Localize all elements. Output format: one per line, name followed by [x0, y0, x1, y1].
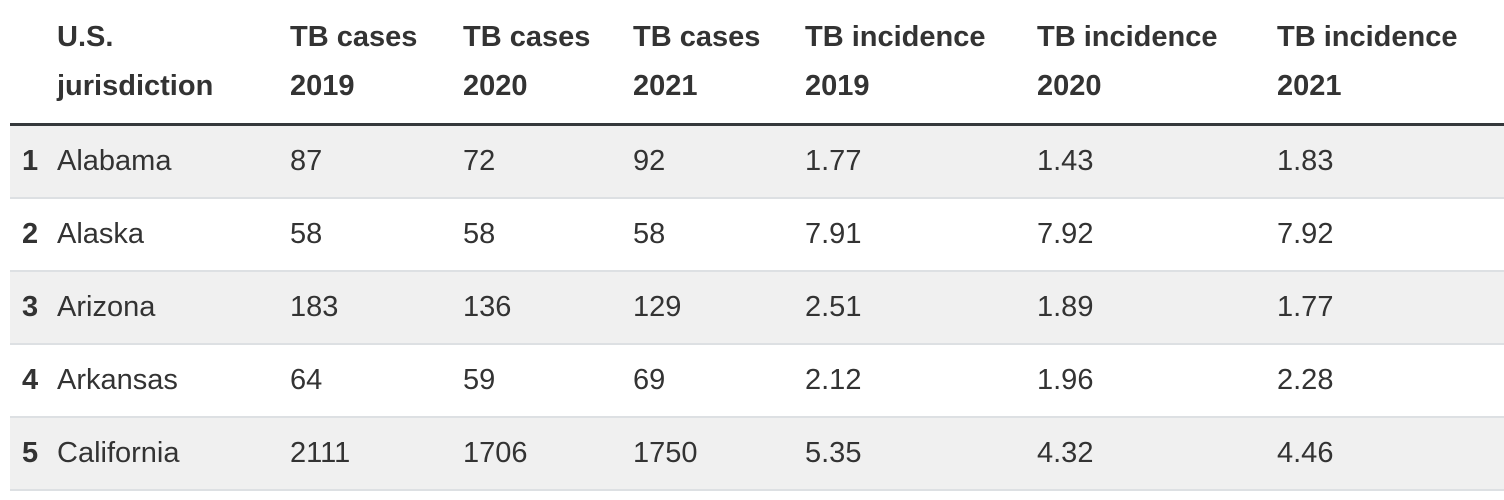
value-cell: 1.43 [1025, 124, 1265, 199]
header-label-line2: 2020 [463, 70, 528, 102]
value-cell: 69 [621, 344, 793, 418]
value-cell: 1706 [451, 417, 621, 491]
value-cell: 72 [451, 124, 621, 199]
jurisdiction-cell: California [45, 417, 278, 491]
header-label-line2: 2019 [290, 70, 355, 102]
table-row: 3 Arizona 183 136 129 2.51 1.89 1.77 [10, 271, 1504, 345]
value-cell: 64 [278, 344, 451, 418]
header-cell-tb-cases-2019: TB cases 2019 [278, 0, 451, 126]
jurisdiction-cell: Arkansas [45, 344, 278, 418]
table-row: 4 Arkansas 64 59 69 2.12 1.96 2.28 [10, 344, 1504, 418]
table-row: 1 Alabama 87 72 92 1.77 1.43 1.83 [10, 124, 1504, 199]
value-cell: 58 [621, 198, 793, 272]
value-cell: 87 [278, 124, 451, 199]
value-cell: 1.77 [793, 124, 1025, 199]
table-header: U.S. jurisdiction TB cases 2019 TB cases… [10, 0, 1504, 126]
table-row: 5 California 2111 1706 1750 5.35 4.32 4.… [10, 417, 1504, 491]
tb-data-table: U.S. jurisdiction TB cases 2019 TB cases… [10, 0, 1504, 491]
value-cell: 92 [621, 124, 793, 199]
jurisdiction-cell: Arizona [45, 271, 278, 345]
header-label-line2: 2019 [805, 70, 870, 102]
value-cell: 58 [278, 198, 451, 272]
header-label-line2: 2020 [1037, 70, 1102, 102]
value-cell: 2.51 [793, 271, 1025, 345]
header-label-line2: 2021 [1277, 70, 1342, 102]
value-cell: 1.89 [1025, 271, 1265, 345]
header-label-line1: U.S. [57, 21, 114, 53]
table-row: 2 Alaska 58 58 58 7.91 7.92 7.92 [10, 198, 1504, 272]
header-label-line1: TB incidence [1037, 21, 1218, 53]
value-cell: 4.32 [1025, 417, 1265, 491]
jurisdiction-cell: Alaska [45, 198, 278, 272]
header-row: U.S. jurisdiction TB cases 2019 TB cases… [10, 0, 1504, 126]
value-cell: 5.35 [793, 417, 1025, 491]
value-cell: 59 [451, 344, 621, 418]
header-label-line2: 2021 [633, 70, 698, 102]
header-label-line1: TB cases [463, 21, 591, 53]
header-cell-tb-cases-2020: TB cases 2020 [451, 0, 621, 126]
header-label-line1: TB cases [290, 21, 418, 53]
value-cell: 1.77 [1265, 271, 1504, 345]
value-cell: 1750 [621, 417, 793, 491]
row-number-cell: 4 [10, 344, 45, 418]
header-cell-tb-cases-2021: TB cases 2021 [621, 0, 793, 126]
header-cell-tb-incidence-2020: TB incidence 2020 [1025, 0, 1265, 126]
value-cell: 58 [451, 198, 621, 272]
header-label-line1: TB incidence [1277, 21, 1458, 53]
value-cell: 183 [278, 271, 451, 345]
value-cell: 7.92 [1025, 198, 1265, 272]
value-cell: 1.96 [1025, 344, 1265, 418]
value-cell: 2.28 [1265, 344, 1504, 418]
row-number-cell: 1 [10, 124, 45, 199]
row-number-cell: 3 [10, 271, 45, 345]
jurisdiction-cell: Alabama [45, 124, 278, 199]
header-cell-us-jurisdiction: U.S. jurisdiction [45, 0, 278, 126]
row-number-cell: 5 [10, 417, 45, 491]
header-label-line1: TB cases [633, 21, 761, 53]
header-cell-tb-incidence-2019: TB incidence 2019 [793, 0, 1025, 126]
header-label-line2: jurisdiction [57, 70, 214, 102]
value-cell: 1.83 [1265, 124, 1504, 199]
header-label-line1: TB incidence [805, 21, 986, 53]
value-cell: 2.12 [793, 344, 1025, 418]
row-number-cell: 2 [10, 198, 45, 272]
table-body: 1 Alabama 87 72 92 1.77 1.43 1.83 2 Alas… [10, 124, 1504, 491]
value-cell: 129 [621, 271, 793, 345]
value-cell: 7.92 [1265, 198, 1504, 272]
value-cell: 7.91 [793, 198, 1025, 272]
value-cell: 136 [451, 271, 621, 345]
header-cell-row-number [10, 0, 45, 126]
header-cell-tb-incidence-2021: TB incidence 2021 [1265, 0, 1504, 126]
value-cell: 4.46 [1265, 417, 1504, 491]
value-cell: 2111 [278, 417, 451, 491]
